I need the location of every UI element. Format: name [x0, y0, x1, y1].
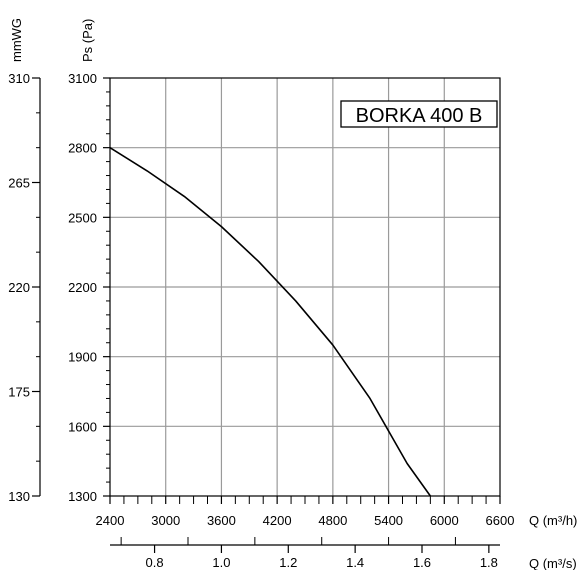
x-primary-tick-label: 6000: [430, 513, 459, 528]
x-primary-tick-label: 4800: [318, 513, 347, 528]
y-primary-tick-label: 3100: [68, 71, 97, 86]
y-primary-tick-label: 2500: [68, 210, 97, 225]
x-secondary-tick-label: 1.6: [413, 555, 431, 570]
y-primary-tick-label: 2200: [68, 280, 97, 295]
x-primary-tick-label: 5400: [374, 513, 403, 528]
ticks: [32, 77, 501, 553]
y-secondary-tick-label: 175: [8, 385, 30, 400]
x-secondary-tick-label: 1.4: [346, 555, 364, 570]
y-secondary-axis-label: mmWG: [9, 18, 24, 62]
y-primary-tick-label: 1600: [68, 419, 97, 434]
y-secondary-tick-label: 130: [8, 489, 30, 504]
y-primary-axis-label: Ps (Pa): [80, 19, 95, 62]
x-primary-tick-label: 6600: [486, 513, 515, 528]
tick-labels: 1300 1600 1900 2200 2500 2800 3100 130 175 220 265…: [8, 71, 514, 570]
x-primary-tick-label: 2400: [96, 513, 125, 528]
x-secondary-tick-label: 0.8: [146, 555, 164, 570]
x-secondary-tick-label: 1.0: [212, 555, 230, 570]
series: [109, 146, 432, 497]
x-primary-tick-label: 3000: [151, 513, 180, 528]
x-primary-tick-label: 4200: [263, 513, 292, 528]
y-secondary-tick-label: 265: [8, 176, 30, 191]
chart-title: BORKA 400 B: [356, 105, 483, 127]
title-box: [340, 100, 498, 128]
y-primary-tick-label: 1900: [68, 350, 97, 365]
x-primary-tick-label: 3600: [207, 513, 236, 528]
y-secondary-tick-label: 310: [8, 71, 30, 86]
y-primary-tick-label: 2800: [68, 141, 97, 156]
y-secondary-tick-label: 220: [8, 280, 30, 295]
x-primary-axis-label: Q (m³/h): [529, 513, 577, 528]
fan-curve-line: [109, 146, 432, 497]
grid: [110, 78, 500, 496]
x-secondary-tick-label: 1.2: [279, 555, 297, 570]
x-secondary-axis-label: Q (m³/s): [529, 556, 577, 570]
y-primary-tick-label: 1300: [68, 489, 97, 504]
x-secondary-tick-label: 1.8: [480, 555, 498, 570]
